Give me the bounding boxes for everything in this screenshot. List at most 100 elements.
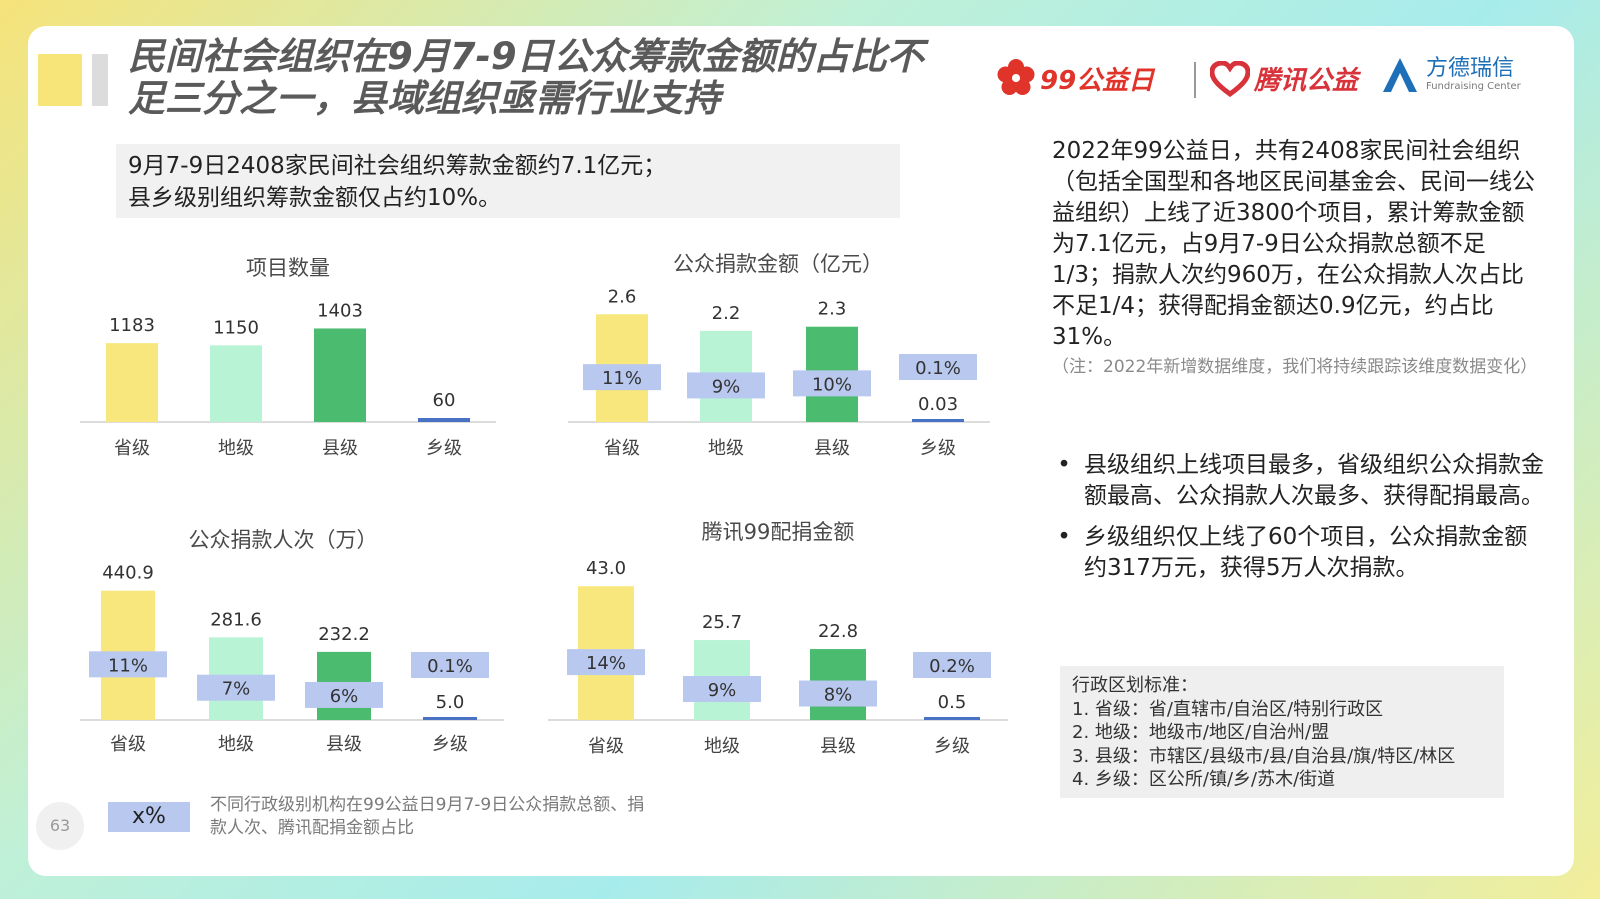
right-paragraph: 2022年99公益日，共有2408家民间社会组织（包括全国型和各地区民间基金会、… bbox=[1052, 138, 1535, 350]
chart4-category-label: 地级 bbox=[704, 736, 740, 757]
chart4-share-box bbox=[799, 680, 877, 707]
chart2-share-box bbox=[793, 370, 871, 397]
chart4-share-box bbox=[683, 676, 761, 703]
chart1-value-label: 1183 bbox=[109, 315, 155, 336]
heart-icon bbox=[1210, 60, 1250, 97]
bullet-list: • 县级组织上线项目最多，省级组织公众捐款金额最高、公众捐款人次最多、获得配捐最… bbox=[1044, 450, 1544, 594]
decor-gray-block bbox=[92, 54, 108, 106]
chart4-title: 腾讯99配捐金额 bbox=[701, 520, 855, 544]
chart2-share-label: 0.1% bbox=[915, 358, 961, 379]
logo-fangde-cn: 方德瑞信 bbox=[1426, 56, 1515, 81]
chart1-title: 项目数量 bbox=[246, 256, 330, 280]
chart3-category-label: 省级 bbox=[110, 734, 146, 755]
chart3-share-label: 7% bbox=[222, 679, 251, 700]
chart2-value-label: 2.6 bbox=[608, 286, 637, 307]
chart4-value-label: 0.5 bbox=[938, 692, 967, 713]
legend-text: 不同行政级别机构在99公益日9月7-9日公众捐款总额、捐款人次、腾讯配捐金额占比 bbox=[210, 795, 645, 838]
chart4-value-label: 22.8 bbox=[818, 621, 858, 642]
chart1-bar bbox=[418, 418, 470, 422]
chart3-share-label: 11% bbox=[108, 655, 148, 676]
admin-heading: 行政区划标准： bbox=[1072, 675, 1198, 696]
bullet-text: 县级组织上线项目最多，省级组织公众捐款金额最高、公众捐款人次最多、获得配捐最高。 bbox=[1084, 452, 1544, 509]
summary-line-2: 县乡级别组织筹款金额仅占约10%。 bbox=[128, 185, 502, 211]
chart4-share-box bbox=[913, 652, 991, 678]
red-flower-icon bbox=[997, 59, 1035, 95]
chart2-category-label: 乡级 bbox=[920, 438, 956, 459]
logo-99-gongyi-day: 99公益日 bbox=[996, 58, 1154, 98]
summary-box: 9月7-9日2408家民间社会组织筹款金额约7.1亿元； 县乡级别组织筹款金额仅… bbox=[116, 144, 900, 218]
admin-item: 1. 省级：省/直辖市/自治区/特别行政区 bbox=[1072, 698, 1384, 720]
summary-line-1: 9月7-9日2408家民间社会组织筹款金额约7.1亿元； bbox=[128, 153, 667, 179]
decor-yellow-block bbox=[38, 54, 82, 106]
chart2-share-label: 10% bbox=[812, 374, 852, 395]
chart3-value-label: 5.0 bbox=[436, 692, 465, 713]
legend-share-box: x% bbox=[108, 802, 190, 832]
charts-canvas: 1183 省级 1150 地级 1403 县级 60 乡级 11% 2.6 省级 9% 2.2 地级 10%… bbox=[80, 286, 1008, 757]
chart2-value-label: 0.03 bbox=[918, 394, 958, 415]
chart3-value-label: 440.9 bbox=[102, 563, 154, 584]
chart2-value-label: 2.3 bbox=[818, 299, 847, 320]
chart2-category-label: 省级 bbox=[604, 438, 640, 459]
title-line-1: 民间社会组织在9月7-9日公众筹款金额的占比不 bbox=[128, 35, 924, 78]
chart4-value-label: 43.0 bbox=[586, 558, 626, 579]
admin-division-box: 行政区划标准： 1. 省级：省/直辖市/自治区/特别行政区 2. 地级：地级市/… bbox=[1060, 666, 1504, 798]
chart4-share-label: 9% bbox=[708, 680, 737, 701]
chart2-share-box bbox=[583, 364, 661, 391]
bullet-item: • 县级组织上线项目最多，省级组织公众捐款金额最高、公众捐款人次最多、获得配捐最… bbox=[1044, 450, 1544, 512]
chart2-share-label: 11% bbox=[602, 368, 642, 389]
chart3-category-label: 县级 bbox=[326, 734, 362, 755]
chart1-value-label: 1150 bbox=[213, 317, 259, 338]
chart2-bar bbox=[912, 419, 964, 422]
chart3-value-label: 232.2 bbox=[318, 624, 370, 645]
chart4-value-label: 25.7 bbox=[702, 612, 742, 633]
admin-item: 3. 县级：市辖区/县级市/县/自治县/旗/特区/林区 bbox=[1072, 745, 1456, 767]
chart1-bar bbox=[314, 328, 366, 422]
chart2-category-label: 县级 bbox=[814, 438, 850, 459]
chart4-share-label: 8% bbox=[824, 685, 853, 706]
chart1-category-label: 省级 bbox=[114, 438, 150, 459]
chart3-share-box bbox=[411, 652, 489, 678]
chart4-share-label: 0.2% bbox=[929, 656, 975, 677]
logo-tencent-gongyi: 腾讯公益 bbox=[1210, 60, 1358, 97]
chart3-category-label: 乡级 bbox=[432, 734, 468, 755]
chart2-category-label: 地级 bbox=[708, 438, 744, 459]
chart4-category-label: 省级 bbox=[588, 736, 624, 757]
right-note: （注：2022年新增数据维度，我们将持续跟踪该维度数据变化） bbox=[1052, 357, 1538, 377]
fangde-a-icon bbox=[1383, 58, 1417, 92]
logo-divider bbox=[1194, 62, 1196, 98]
logo-tencent-text: 腾讯公益 bbox=[1254, 66, 1359, 96]
chart1-bar bbox=[210, 345, 262, 422]
bullet-item: • 乡级组织仅上线了60个项目，公众捐款金额约317万元，获得5万人次捐款。 bbox=[1044, 522, 1544, 584]
admin-item: 4. 乡级：区公所/镇/乡/苏木/街道 bbox=[1072, 769, 1336, 790]
chart1-value-label: 60 bbox=[433, 390, 456, 411]
bullet-dot: • bbox=[1057, 452, 1071, 478]
chart2-share-box bbox=[687, 372, 765, 399]
chart1-category-label: 乡级 bbox=[426, 438, 462, 459]
chart3-share-label: 0.1% bbox=[427, 656, 473, 677]
logo-99-text: 99公益日 bbox=[1040, 65, 1155, 96]
chart4-category-label: 乡级 bbox=[934, 736, 970, 757]
chart2-title: 公众捐款金额（亿元） bbox=[673, 252, 883, 276]
bullet-text: 乡级组织仅上线了60个项目，公众捐款金额约317万元，获得5万人次捐款。 bbox=[1084, 524, 1528, 581]
chart1-category-label: 县级 bbox=[322, 438, 358, 459]
chart1-value-label: 1403 bbox=[317, 300, 363, 321]
chart4-share-box bbox=[567, 649, 645, 676]
chart4-category-label: 县级 bbox=[820, 736, 856, 757]
chart3-category-label: 地级 bbox=[218, 734, 254, 755]
chart3-share-box bbox=[89, 651, 167, 678]
bullet-dot: • bbox=[1057, 524, 1071, 550]
slide-card: 民间社会组织在9月7-9日公众筹款金额的占比不 足三分之一，县域组织亟需行业支持… bbox=[28, 26, 1574, 876]
logo-fangde: 方德瑞信 Fundraising Center bbox=[1380, 56, 1521, 94]
admin-item: 2. 地级：地级市/地区/自治州/盟 bbox=[1072, 722, 1330, 743]
title-line-2: 足三分之一，县域组织亟需行业支持 bbox=[128, 77, 720, 120]
logo-fangde-en: Fundraising Center bbox=[1426, 81, 1521, 92]
chart3-share-label: 6% bbox=[330, 686, 359, 707]
chart3-value-label: 281.6 bbox=[210, 609, 262, 630]
chart3-title: 公众捐款人次（万） bbox=[188, 528, 378, 552]
chart3-bar bbox=[423, 717, 477, 720]
chart1-category-label: 地级 bbox=[218, 438, 254, 459]
chart1-bar bbox=[106, 343, 158, 422]
logo-bar: 99公益日 腾讯公益 方德瑞信 Fundraising Center bbox=[996, 50, 1556, 110]
chart2-value-label: 2.2 bbox=[712, 303, 741, 324]
chart3-share-box bbox=[197, 674, 275, 701]
